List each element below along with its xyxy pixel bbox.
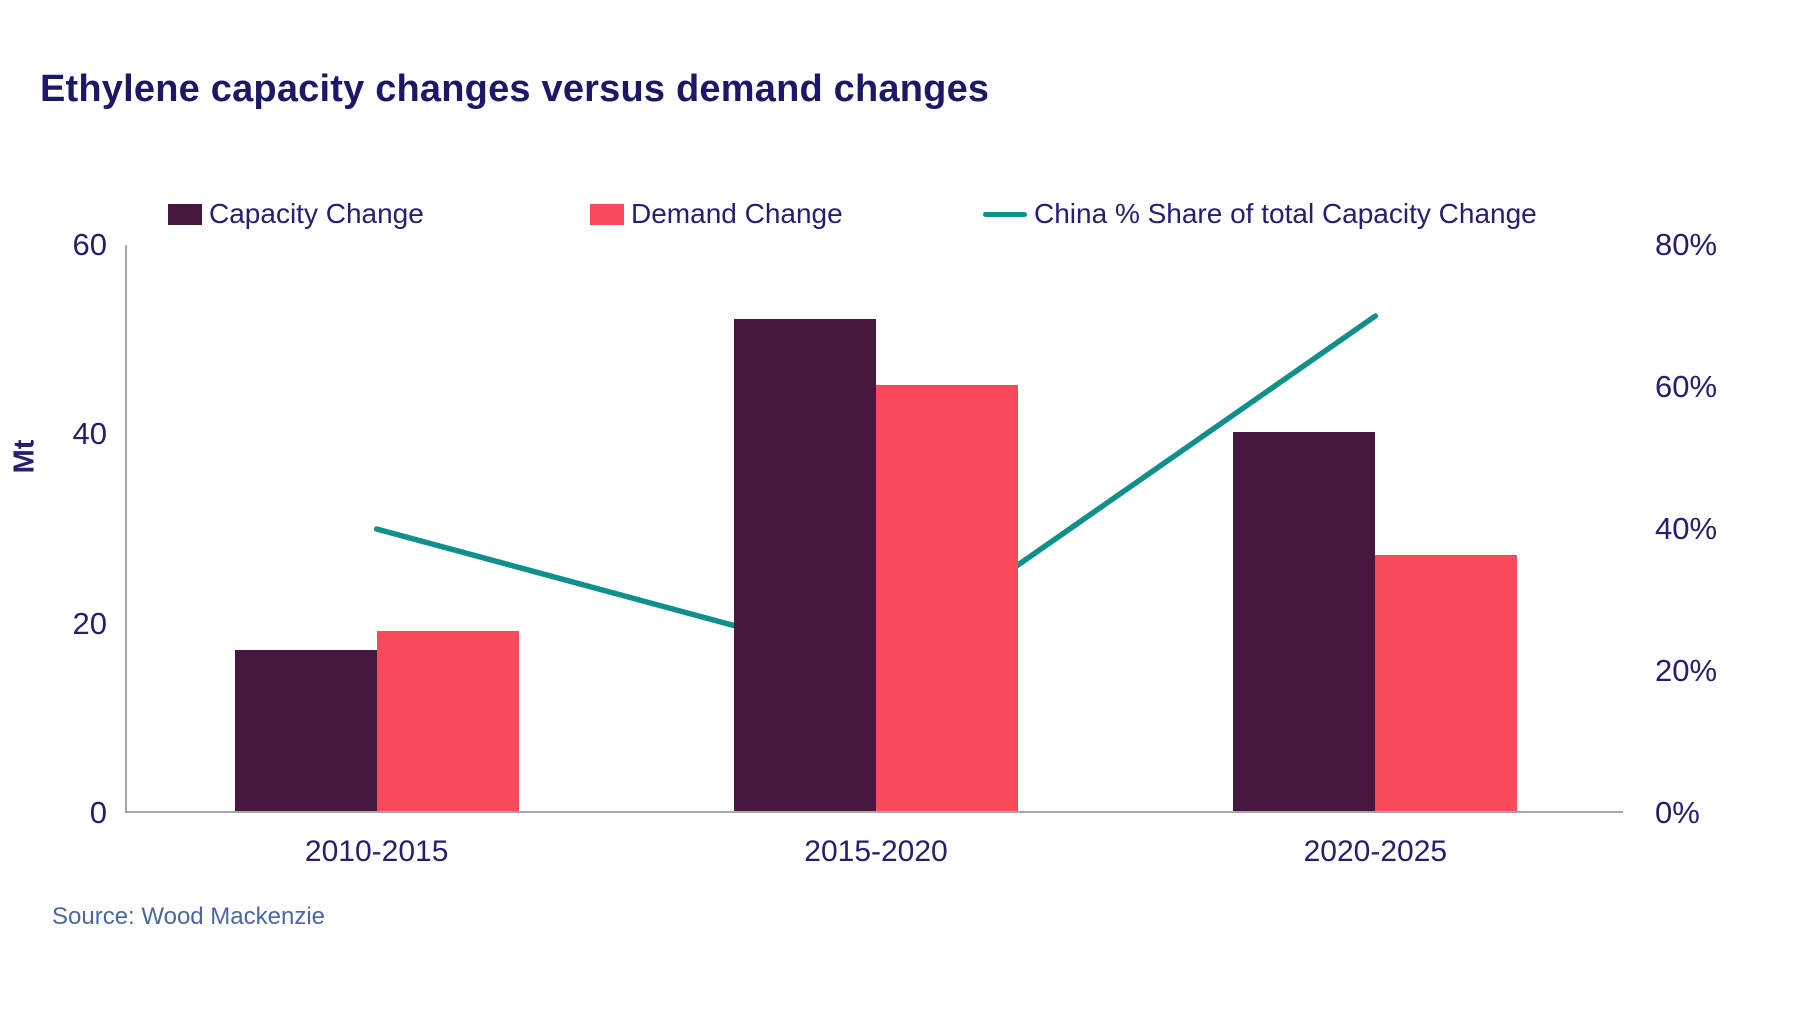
legend-label: Capacity Change <box>209 198 424 229</box>
bar-demand-change-2010-2015 <box>376 631 519 811</box>
y-right-tick-0pct: 0% <box>1655 795 1700 830</box>
plot-area: 0 20 40 60 0% 20% 40% 60% 80% 2010-2015 2015-2020 2… <box>73 227 1718 868</box>
bar-demand-change-2020-2025 <box>1375 555 1518 811</box>
source-note: Source: Wood Mackenzie <box>52 903 326 930</box>
legend-item-capacity-change: Capacity Change <box>168 197 424 231</box>
legend-item-china-share: China % Share of total Capacity Change <box>983 197 1537 231</box>
chart-title: Ethylene capacity changes versus demand … <box>40 68 990 110</box>
y-left-tick-20: 20 <box>72 605 107 641</box>
y-right-tick-80pct: 80% <box>1655 227 1718 262</box>
bar-capacity-change-2015-2020 <box>734 318 876 811</box>
y-left-tick-0: 0 <box>89 795 107 830</box>
legend-label: Demand Change <box>631 198 843 229</box>
x-category-label-2010-2015: 2010-2015 <box>304 835 449 868</box>
y-left-tick-60: 60 <box>72 227 107 262</box>
legend-label: China % Share of total Capacity Change <box>1034 198 1537 229</box>
bar-capacity-change-2020-2025 <box>1233 432 1376 811</box>
y-right-tick-60pct: 60% <box>1655 369 1718 404</box>
legend-item-demand-change: Demand Change <box>590 197 843 231</box>
bar-demand-change-2015-2020 <box>876 385 1018 811</box>
y-right-tick-20pct: 20% <box>1655 653 1718 688</box>
y-right-tick-40pct: 40% <box>1655 511 1718 546</box>
legend: Capacity Change Demand Change China % Sh… <box>0 197 1800 231</box>
bar-capacity-change-2010-2015 <box>234 650 377 811</box>
x-category-label-2015-2020: 2015-2020 <box>804 835 948 868</box>
y-left-tick-40: 40 <box>72 416 107 452</box>
china-share-line-swatch-icon <box>983 211 1027 217</box>
capacity-change-swatch-icon <box>168 203 202 225</box>
x-category-label-2020-2025: 2020-2025 <box>1303 835 1448 868</box>
demand-change-swatch-icon <box>590 203 624 225</box>
